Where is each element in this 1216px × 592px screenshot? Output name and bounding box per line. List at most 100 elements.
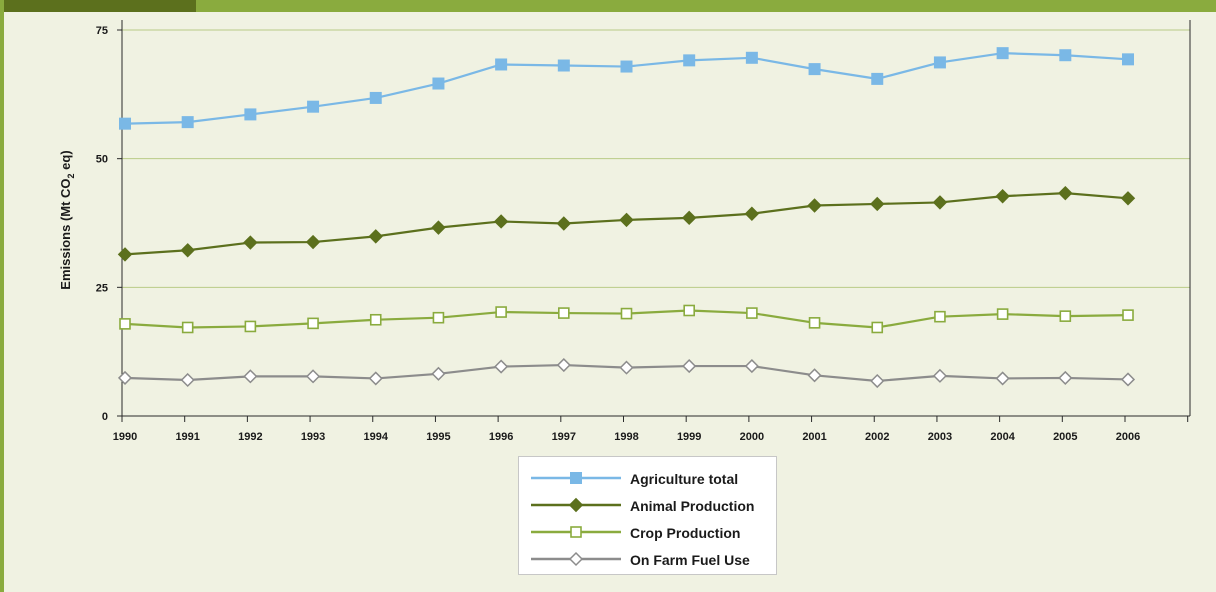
legend-swatch-animal-production <box>531 497 621 513</box>
legend-item-on-farm-fuel-use: On Farm Fuel Use <box>519 547 776 571</box>
data-point-agriculture-total <box>933 56 946 69</box>
data-point-agriculture-total <box>745 51 758 64</box>
data-point-agriculture-total <box>871 72 884 85</box>
legend-marker-agriculture-total <box>570 472 582 484</box>
data-point-animal-production <box>1120 191 1136 206</box>
x-tick-label: 1990 <box>113 431 137 443</box>
data-point-crop-production <box>307 317 319 330</box>
data-point-on-farm-fuel-use <box>1120 372 1136 387</box>
data-point-on-farm-fuel-use <box>744 359 759 374</box>
data-point-on-farm-fuel-use <box>306 369 321 384</box>
x-tick-label: 1992 <box>238 431 262 443</box>
data-point-animal-production <box>305 234 321 250</box>
data-point-crop-production <box>1059 310 1072 322</box>
data-point-agriculture-total <box>996 47 1009 60</box>
y-tick-label: 50 <box>96 154 108 166</box>
legend-label-animal-production: Animal Production <box>630 498 755 514</box>
y-axis-title: Emissions (Mt CO2 eq) <box>58 150 76 289</box>
series-agriculture-total <box>119 47 1134 130</box>
data-point-crop-production <box>996 308 1009 320</box>
data-point-animal-production <box>870 196 885 212</box>
gridlines <box>122 29 1190 288</box>
legend-marker-crop-production <box>570 526 582 538</box>
data-point-agriculture-total <box>369 91 382 104</box>
data-point-agriculture-total <box>1122 53 1134 66</box>
data-point-agriculture-total <box>808 63 821 76</box>
plot-area <box>122 20 1190 415</box>
data-point-on-farm-fuel-use <box>368 371 383 386</box>
data-point-animal-production <box>556 216 572 231</box>
legend-swatch-crop-production <box>531 526 621 538</box>
data-point-animal-production <box>243 235 258 250</box>
x-tick-label: 2000 <box>740 431 764 443</box>
data-point-on-farm-fuel-use <box>180 372 195 388</box>
header-bar <box>4 0 1216 12</box>
data-point-agriculture-total <box>557 59 570 72</box>
data-point-on-farm-fuel-use <box>243 369 258 384</box>
legend: Agriculture total Animal Production Crop… <box>518 456 777 575</box>
data-point-agriculture-total <box>683 54 696 67</box>
data-point-agriculture-total <box>307 100 320 113</box>
legend-marker-animal-production <box>568 497 584 513</box>
data-point-on-farm-fuel-use <box>494 359 509 374</box>
data-point-animal-production <box>431 220 446 235</box>
data-point-animal-production <box>932 195 948 210</box>
legend-swatch-agriculture-total <box>531 472 621 484</box>
data-point-animal-production <box>180 243 195 258</box>
data-point-agriculture-total <box>244 108 257 121</box>
legend-label-on-farm-fuel-use: On Farm Fuel Use <box>630 552 750 568</box>
x-ticks: 1990 1991 1992 1993 1994 1995 1996 1997 1998 1999… <box>113 416 1189 443</box>
x-tick-label: 2004 <box>990 431 1015 443</box>
data-point-on-farm-fuel-use <box>431 366 446 381</box>
legend-item-animal-production: Animal Production <box>519 493 776 517</box>
data-point-agriculture-total <box>495 58 508 71</box>
y-ticks: 0 25 50 75 <box>96 25 122 423</box>
legend-item-crop-production: Crop Production <box>519 520 776 544</box>
data-point-crop-production <box>683 304 695 317</box>
data-point-agriculture-total <box>1059 49 1072 62</box>
data-point-crop-production <box>746 307 758 319</box>
data-point-crop-production <box>558 307 570 319</box>
data-point-on-farm-fuel-use <box>870 373 885 389</box>
y-tick-label: 25 <box>96 282 108 294</box>
x-tick-label: 2003 <box>928 431 952 443</box>
x-tick-label: 2005 <box>1053 431 1077 443</box>
data-point-on-farm-fuel-use <box>807 368 822 383</box>
data-point-animal-production <box>619 212 634 228</box>
data-point-agriculture-total <box>119 117 131 130</box>
data-point-agriculture-total <box>620 60 633 73</box>
x-tick-label: 1993 <box>301 431 325 443</box>
series-animal-production <box>117 185 1136 262</box>
data-point-animal-production <box>744 206 760 221</box>
x-tick-label: 1995 <box>426 431 450 443</box>
x-tick-label: 1997 <box>552 431 576 443</box>
data-point-agriculture-total <box>181 116 194 129</box>
data-point-crop-production <box>432 311 445 324</box>
legend-label-agriculture-total: Agriculture total <box>630 471 739 487</box>
data-point-animal-production <box>995 189 1010 204</box>
data-point-agriculture-total <box>432 77 445 90</box>
header-bar-accent <box>4 0 196 12</box>
data-point-crop-production <box>495 306 507 318</box>
x-tick-label: 1991 <box>175 431 199 443</box>
data-point-animal-production <box>117 247 133 262</box>
data-point-crop-production <box>934 310 946 323</box>
data-point-crop-production <box>620 307 633 320</box>
legend-marker-on-farm-fuel-use <box>568 551 584 567</box>
data-point-crop-production <box>871 321 884 334</box>
x-tick-label: 2001 <box>802 431 826 443</box>
data-point-crop-production <box>1122 309 1134 321</box>
data-point-crop-production <box>808 317 821 329</box>
y-tick-label: 75 <box>96 25 108 37</box>
data-point-crop-production <box>119 318 131 330</box>
emissions-line-chart: 0 25 50 75 1990 1991 1992 1993 1994 1995 1996 1997… <box>58 20 1191 443</box>
data-point-crop-production <box>369 313 382 326</box>
data-point-animal-production <box>807 198 822 213</box>
data-point-on-farm-fuel-use <box>1058 370 1073 385</box>
data-point-on-farm-fuel-use <box>619 360 634 375</box>
legend-item-agriculture-total: Agriculture total <box>519 466 776 490</box>
data-point-animal-production <box>493 214 509 229</box>
data-point-crop-production <box>244 320 257 333</box>
legend-swatch-on-farm-fuel-use <box>531 551 621 567</box>
x-tick-label: 1998 <box>614 431 638 443</box>
